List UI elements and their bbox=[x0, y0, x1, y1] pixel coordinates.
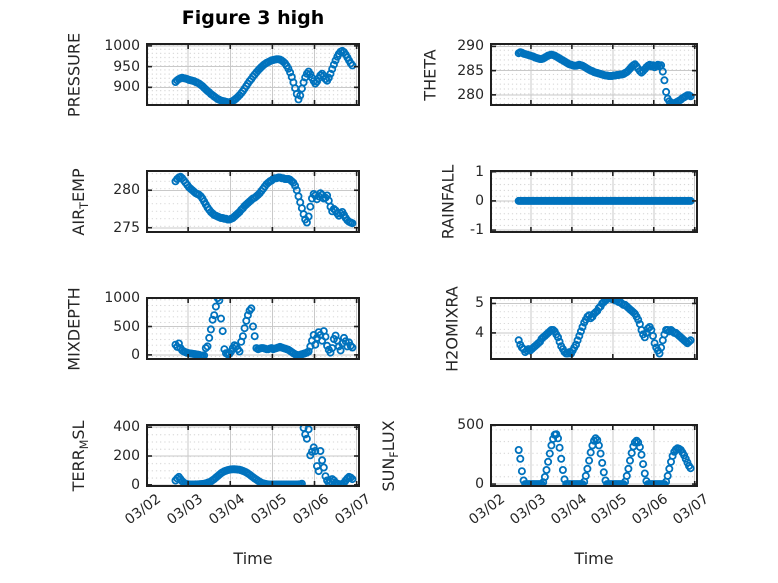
subplot-h2omixra bbox=[490, 297, 698, 360]
x-tick-label: 03/06 bbox=[290, 491, 333, 529]
y-tick-label: 275 bbox=[113, 219, 140, 236]
series-terr_msl bbox=[171, 424, 357, 487]
subplot-mixdepth bbox=[146, 297, 360, 360]
x-tick-label: 03/04 bbox=[547, 491, 590, 529]
figure-title: Figure 3 high bbox=[181, 7, 325, 29]
y-tick-label: 290 bbox=[457, 38, 484, 55]
subplot-terr_msl bbox=[146, 424, 360, 487]
y-axis-label-sun_flux: SUNFLUX bbox=[378, 419, 402, 492]
x-tick-label: 03/05 bbox=[248, 491, 291, 529]
y-tick-label: 0 bbox=[475, 476, 484, 493]
subplot-rainfall bbox=[490, 170, 698, 233]
x-tick-label: 03/05 bbox=[588, 491, 631, 529]
x-tick-label: 03/07 bbox=[332, 491, 375, 529]
y-axis-label-mixdepth: MIXDEPTH bbox=[64, 286, 84, 371]
y-axis-label-terr_msl: TERRMSL bbox=[68, 420, 92, 491]
y-tick-label: 0 bbox=[131, 346, 140, 363]
y-tick-label: 5 bbox=[475, 295, 484, 312]
y-tick-label: 1 bbox=[475, 163, 484, 180]
y-tick-label: 500 bbox=[457, 417, 484, 434]
y-tick-label: 400 bbox=[113, 419, 140, 436]
y-tick-label: 200 bbox=[113, 448, 140, 464]
y-tick-label: 900 bbox=[113, 79, 140, 96]
x-axis-label-right: Time bbox=[574, 549, 614, 568]
y-tick-label: 280 bbox=[113, 182, 140, 199]
series-h2omixra bbox=[514, 297, 695, 358]
x-tick-label: 03/03 bbox=[506, 491, 549, 529]
y-tick-label: 1000 bbox=[104, 37, 140, 54]
series-theta bbox=[514, 48, 695, 106]
x-tick-label: 03/02 bbox=[121, 491, 164, 529]
series-air_temp bbox=[171, 172, 357, 228]
y-axis-label-theta: THETA bbox=[420, 48, 440, 101]
y-tick-label: 285 bbox=[457, 62, 484, 79]
x-tick-label: 03/03 bbox=[163, 491, 206, 529]
y-tick-label: 0 bbox=[131, 476, 140, 493]
y-tick-label: -1 bbox=[470, 222, 484, 239]
y-tick-label: 0 bbox=[475, 192, 484, 209]
y-axis-label-air_temp: AIRTEMP bbox=[68, 167, 92, 236]
subplot-air_temp bbox=[146, 170, 360, 233]
y-tick-label: 4 bbox=[475, 324, 484, 341]
x-axis-label-left: Time bbox=[233, 549, 273, 568]
y-tick-label: 500 bbox=[113, 318, 140, 335]
subplot-pressure bbox=[146, 43, 360, 106]
x-tick-label: 03/04 bbox=[206, 491, 248, 529]
y-tick-label: 1000 bbox=[104, 290, 140, 307]
y-axis-label-h2omixra: H2OMIXRA bbox=[442, 285, 462, 372]
x-tick-label: 03/07 bbox=[670, 491, 713, 529]
y-tick-label: 280 bbox=[457, 86, 484, 103]
subplot-theta bbox=[490, 43, 698, 106]
y-axis-label-pressure: PRESSURE bbox=[64, 32, 84, 117]
series-rainfall bbox=[514, 196, 695, 205]
y-axis-label-rainfall: RAINFALL bbox=[438, 164, 458, 239]
x-tick-label: 03/02 bbox=[465, 491, 508, 529]
series-mixdepth bbox=[171, 297, 357, 360]
subplot-sun_flux bbox=[490, 424, 698, 487]
x-tick-label: 03/06 bbox=[629, 491, 672, 529]
y-tick-label: 950 bbox=[113, 58, 140, 75]
series-pressure bbox=[171, 46, 357, 106]
